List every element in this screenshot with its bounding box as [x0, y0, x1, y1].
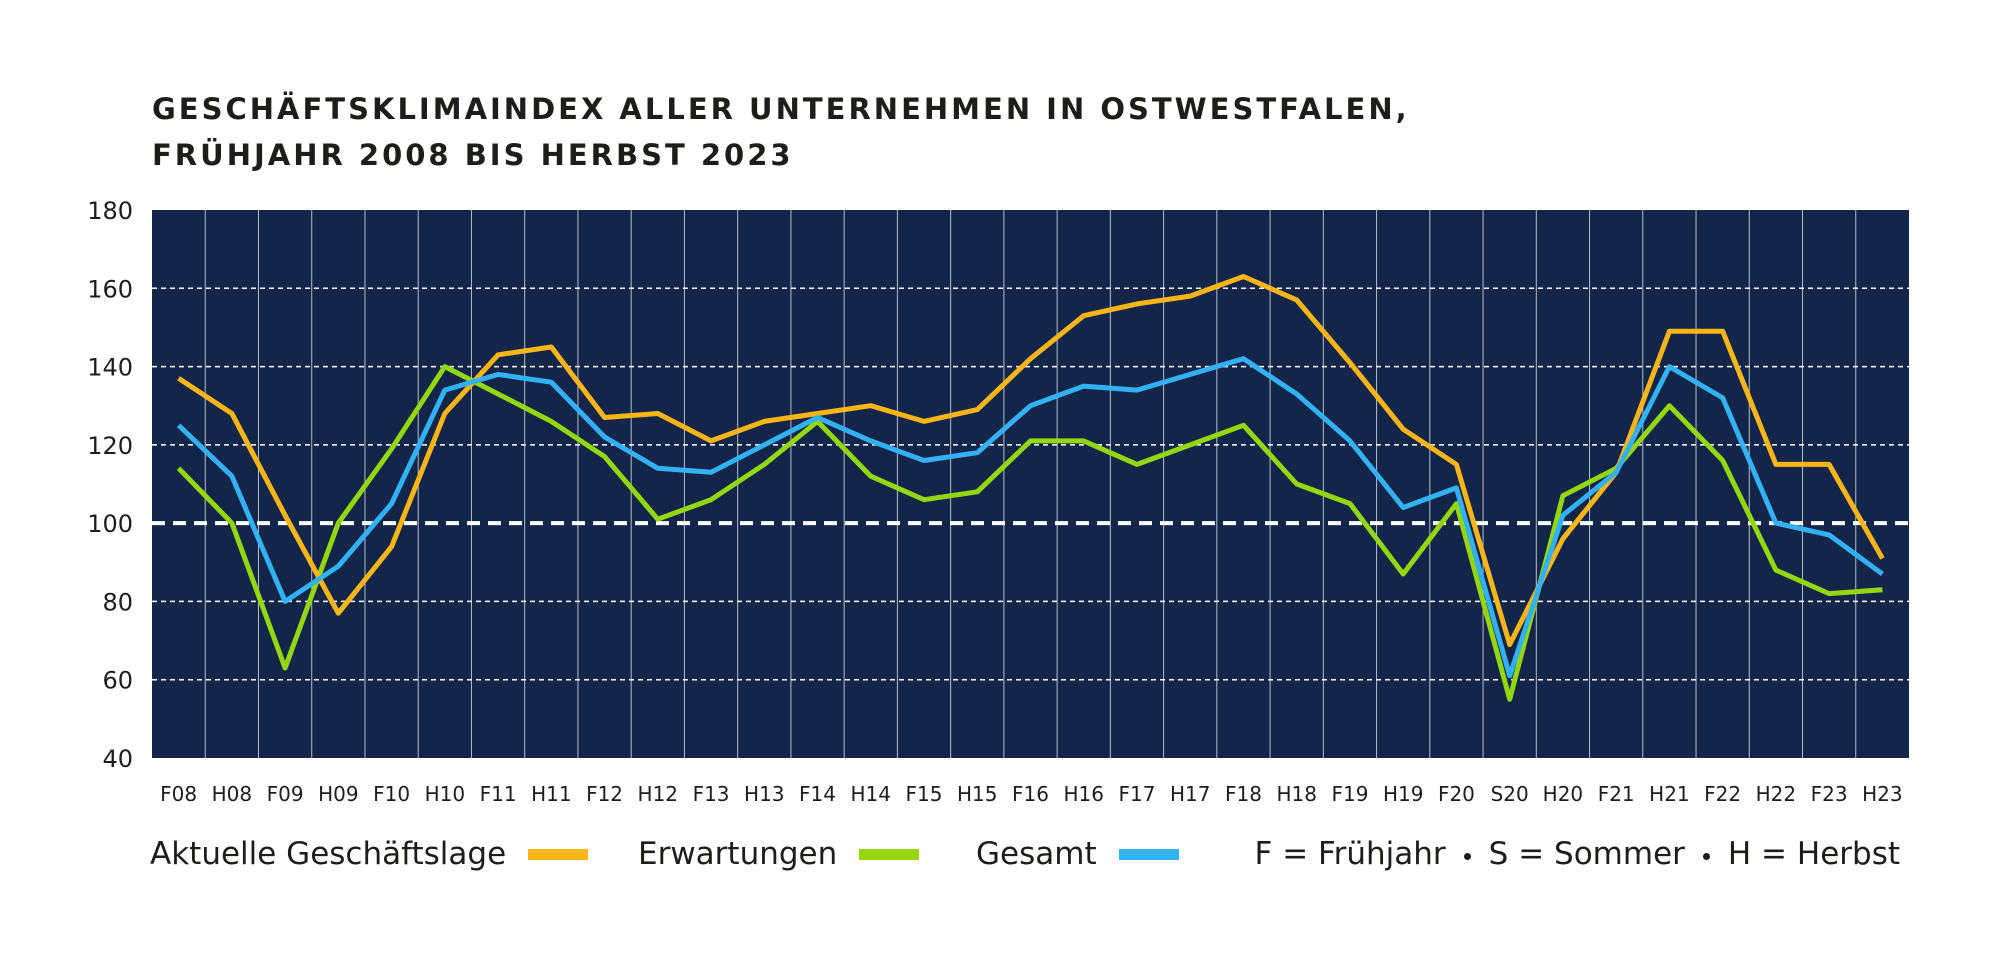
- x-tick-label: H08: [212, 782, 253, 806]
- separator-dot: [1463, 852, 1471, 860]
- x-tick-label: F16: [1012, 782, 1049, 806]
- x-tick-label: F22: [1704, 782, 1741, 806]
- legend-swatch-erwartungen: [859, 848, 920, 860]
- note-herbst: H = Herbst: [1727, 836, 1900, 872]
- series-line-aktuelle-gesch-ftslage: [177, 274, 1885, 647]
- y-tick-label: 160: [87, 275, 133, 303]
- x-tick-label: F09: [267, 782, 304, 806]
- x-tick-label: H17: [1170, 782, 1211, 806]
- series-line-erwartungen: [176, 364, 1883, 702]
- legend: Aktuelle Geschäftslage Erwartungen Gesam…: [150, 832, 1900, 876]
- series-lines: [176, 274, 1885, 702]
- chart-title-line-2: FRÜHJAHR 2008 BIS HERBST 2023: [152, 138, 794, 172]
- x-tick-label: H13: [744, 782, 785, 806]
- x-tick-label: H19: [1383, 782, 1424, 806]
- separator-dot: [1702, 852, 1710, 860]
- x-tick-label: H10: [425, 782, 466, 806]
- y-tick-label: 180: [87, 197, 133, 225]
- legend-swatch-gesamt: [1118, 848, 1179, 860]
- x-tick-label: F08: [160, 782, 197, 806]
- note-fruehjahr: F = Frühjahr: [1254, 836, 1446, 872]
- x-tick-label: F21: [1598, 782, 1635, 806]
- x-tick-label: H18: [1276, 782, 1317, 806]
- legend-item-erwartungen: Erwartungen: [638, 832, 920, 876]
- x-tick-label: H09: [318, 782, 359, 806]
- x-tick-label: F18: [1225, 782, 1262, 806]
- x-tick-label: H22: [1756, 782, 1797, 806]
- y-axis-tick-labels: 40 60 80 100 120 140 160 180: [87, 197, 133, 773]
- x-tick-label: F17: [1119, 782, 1156, 806]
- x-tick-label: F12: [586, 782, 623, 806]
- x-tick-label: F20: [1438, 782, 1475, 806]
- x-tick-label: F15: [906, 782, 943, 806]
- x-tick-label: H11: [531, 782, 572, 806]
- legend-label-erwartungen: Erwartungen: [638, 836, 838, 872]
- chart-title-line-1: GESCHÄFTSKLIMAINDEX ALLER UNTERNEHMEN IN…: [152, 92, 1410, 126]
- x-tick-label: H20: [1543, 782, 1584, 806]
- x-tick-label: F13: [693, 782, 730, 806]
- x-tick-label: S20: [1491, 782, 1529, 806]
- y-tick-label: 100: [87, 510, 133, 538]
- chart-title: GESCHÄFTSKLIMAINDEX ALLER UNTERNEHMEN IN…: [152, 86, 1410, 178]
- x-tick-label: F11: [480, 782, 517, 806]
- y-tick-label: 40: [102, 745, 133, 773]
- note-sommer: S = Sommer: [1488, 836, 1685, 872]
- x-tick-label: H16: [1063, 782, 1104, 806]
- series-line-gesamt: [176, 356, 1884, 679]
- legend-item-aktuelle: Aktuelle Geschäftslage: [150, 832, 589, 876]
- y-tick-label: 140: [87, 354, 133, 382]
- y-tick-label: 120: [87, 432, 133, 460]
- legend-item-gesamt: Gesamt: [976, 832, 1179, 876]
- plot-area: [152, 210, 1909, 758]
- y-tick-label: 80: [102, 588, 133, 616]
- x-tick-label: H23: [1862, 782, 1903, 806]
- y-tick-label: 60: [102, 667, 133, 695]
- x-tick-label: H21: [1649, 782, 1690, 806]
- x-tick-label: H14: [851, 782, 892, 806]
- x-tick-label: F23: [1811, 782, 1848, 806]
- x-tick-label: F10: [373, 782, 410, 806]
- line-chart: 40 60 80 100 120 140 160 180 F08 H08 F09 H09 F10 H10…: [87, 197, 1909, 806]
- legend-abbreviation-note: F = Frühjahr S = Sommer H = Herbst: [1255, 832, 1900, 876]
- x-axis-tick-labels: F08 H08 F09 H09 F10 H10 F11 H11 F12 H12 F13 H13 F14 H…: [160, 782, 1902, 806]
- legend-label-aktuelle: Aktuelle Geschäftslage: [150, 836, 507, 872]
- x-tick-label: H15: [957, 782, 998, 806]
- x-tick-label: F14: [799, 782, 836, 806]
- legend-swatch-aktuelle: [528, 848, 589, 860]
- x-tick-label: F19: [1331, 782, 1368, 806]
- x-tick-label: H12: [638, 782, 679, 806]
- legend-label-gesamt: Gesamt: [976, 836, 1097, 872]
